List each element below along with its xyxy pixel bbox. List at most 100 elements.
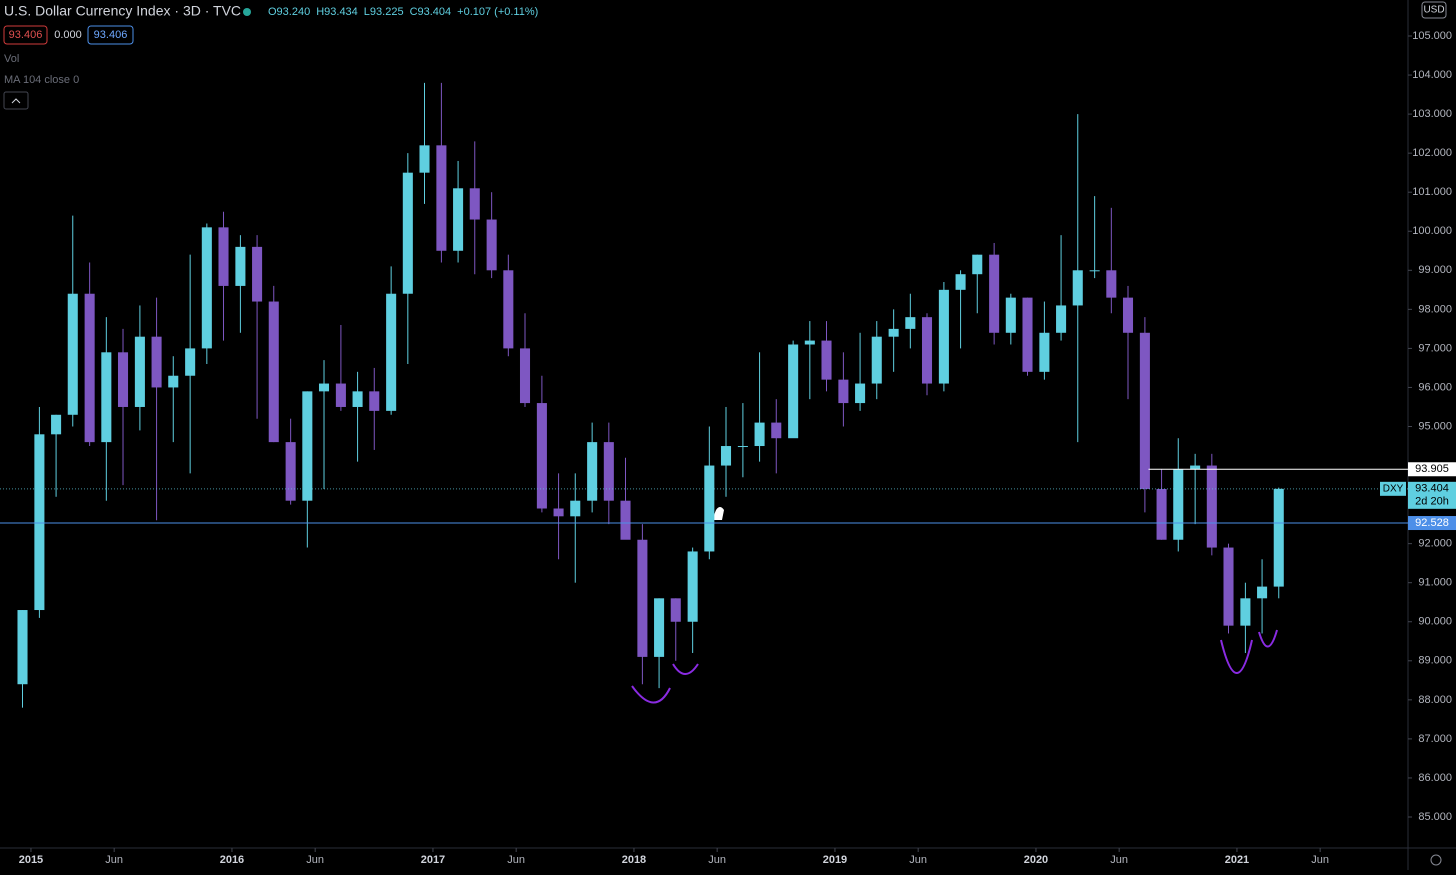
candle-body [335,383,346,407]
candle-body [101,352,112,443]
x-tick-label: Jun [708,854,726,866]
candle-body [503,270,514,349]
ohlc-value: H93.434 [316,6,358,18]
annotation-arc [1220,639,1253,674]
level-label: 93.905 [1415,463,1449,475]
y-tick-label: 104.000 [1412,69,1452,81]
candle-body [168,375,179,388]
last-price-box [1408,481,1456,509]
candle-body [720,446,732,466]
indicator[interactable]: MA 104 close 0 [4,74,79,86]
x-tick-label: Jun [1110,854,1128,866]
candle-body [1240,598,1251,626]
candle-body [1156,488,1167,540]
candle-body [687,551,698,622]
candle-body [737,446,748,448]
candle-body [821,340,832,380]
candle-body [201,227,212,349]
x-tick-label: Jun [105,854,123,866]
collapse-button[interactable] [3,91,29,110]
candle-body [419,145,430,173]
y-tick-label: 99.000 [1418,264,1452,276]
y-tick-label: 100.000 [1412,225,1452,237]
currency: USD [1423,5,1444,16]
x-tick-label: Jun [306,854,324,866]
candle-body [587,442,598,501]
y-tick-label: 96.000 [1418,381,1452,393]
currency-box[interactable] [1421,1,1447,19]
candle-body [788,344,799,439]
y-tick-label: 92.000 [1418,538,1452,550]
ask: 93.406 [94,29,128,41]
candle-body [486,219,497,271]
candle-body [369,391,380,411]
candle-body [955,274,966,290]
candle-body [921,317,933,384]
x-tick-label: Jun [909,854,927,866]
candle-body [1206,465,1217,548]
candle-body [1223,547,1234,626]
x-tick-label: 2017 [421,854,445,866]
x-tick-label: Jun [507,854,525,866]
candle-body [402,172,413,294]
candle-body [704,465,715,552]
rocket-icon [712,507,724,520]
candle-body [989,254,1000,333]
candle-body [637,539,648,657]
candle-body [838,379,849,404]
candle-body [285,442,296,501]
ask-box[interactable] [87,25,134,45]
y-tick-label: 89.000 [1418,655,1452,667]
annotation-arc [631,685,671,704]
x-tick-label: 2020 [1024,854,1048,866]
bid-box[interactable] [3,25,48,45]
annotation-arc [1258,629,1278,648]
candle-body [51,414,62,435]
candle-body [670,598,681,622]
symbol-box [1380,481,1406,496]
countdown: 2d 20h [1415,496,1449,508]
last-price: 93.404 [1415,483,1449,495]
candle-body [1122,297,1134,333]
y-tick-label: 103.000 [1412,108,1452,120]
candle-body [268,301,279,443]
y-tick-label: 87.000 [1418,733,1452,745]
candle-body [185,348,196,376]
candle-body [67,293,78,415]
candle-body [34,434,45,611]
title: U.S. Dollar Currency Index · 3D · TVC [4,3,241,19]
y-tick-label: 88.000 [1418,694,1452,706]
candle-body [436,145,447,251]
settings-icon[interactable] [1430,854,1442,866]
ohlc-value: +0.107 (+0.11%) [457,6,538,18]
y-tick-label: 101.000 [1412,186,1452,198]
level-label-box [1408,516,1456,531]
candle-body [654,598,665,657]
candle-body [1273,488,1284,587]
candle-body [553,508,564,517]
candle-body [84,293,95,443]
indicator[interactable]: Vol [4,53,19,65]
candle-body [386,293,397,411]
candle-body [771,422,782,439]
candle-body [1056,305,1067,333]
candle-body [536,403,547,509]
y-tick-label: 97.000 [1418,342,1452,354]
candle-body [235,246,246,286]
y-tick-label: 105.000 [1412,30,1452,42]
candle-body [1139,332,1150,489]
candle-body [1106,270,1117,298]
x-tick-label: 2019 [823,854,847,866]
candle-body [855,383,866,404]
x-tick-label: 2015 [19,854,43,866]
y-tick-label: 102.000 [1412,147,1452,159]
candle-body [1173,469,1184,540]
candle-body [1257,586,1268,599]
x-tick-label: Jun [1311,854,1329,866]
y-tick-label: 95.000 [1418,420,1452,432]
candle-body [1005,297,1016,333]
candle-body [804,340,815,345]
